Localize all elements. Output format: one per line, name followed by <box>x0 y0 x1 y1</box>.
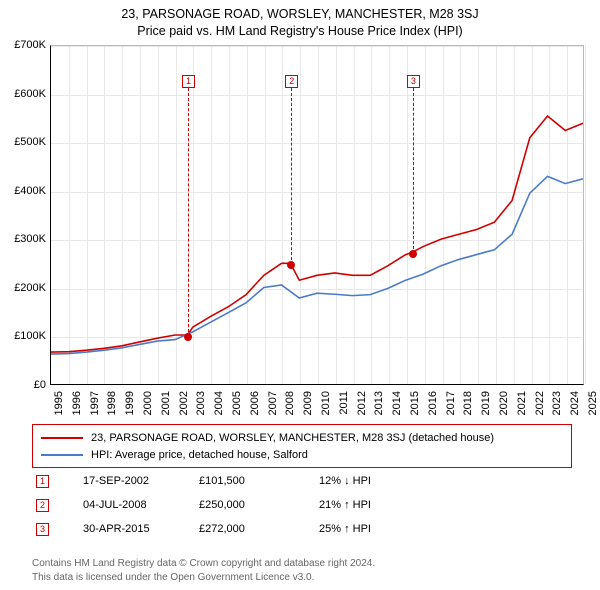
sales-row-delta: 21% ↑ HPI <box>319 499 439 511</box>
x-tick-label: 2022 <box>534 391 546 419</box>
legend-label-hpi: HPI: Average price, detached house, Salf… <box>91 447 308 464</box>
y-tick-label: £500K <box>0 136 46 148</box>
x-tick-label: 2004 <box>213 391 225 419</box>
x-tick-label: 2025 <box>587 391 599 419</box>
x-tick-label: 2007 <box>267 391 279 419</box>
x-tick-label: 1999 <box>124 391 136 419</box>
sale-marker-box: 3 <box>407 75 420 88</box>
sales-row-marker: 2 <box>36 499 49 512</box>
line-series-svg <box>51 46 583 384</box>
x-tick-label: 2010 <box>320 391 332 419</box>
x-tick-label: 2015 <box>409 391 421 419</box>
x-tick-label: 2012 <box>356 391 368 419</box>
gridline-v <box>585 46 586 384</box>
y-tick-label: £600K <box>0 88 46 100</box>
sales-row-date: 30-APR-2015 <box>49 523 199 535</box>
chart-container: 23, PARSONAGE ROAD, WORSLEY, MANCHESTER,… <box>0 0 600 590</box>
series-line-property <box>51 116 583 352</box>
title-line-1: 23, PARSONAGE ROAD, WORSLEY, MANCHESTER,… <box>0 6 600 23</box>
x-tick-label: 1997 <box>89 391 101 419</box>
footer-line-1: Contains HM Land Registry data © Crown c… <box>32 557 572 571</box>
sales-row: 204-JUL-2008£250,00021% ↑ HPI <box>32 493 572 517</box>
footer-line-2: This data is licensed under the Open Gov… <box>32 571 572 585</box>
x-tick-label: 2011 <box>338 391 350 419</box>
x-tick-label: 2023 <box>551 391 563 419</box>
y-tick-label: £700K <box>0 39 46 51</box>
x-tick-label: 2018 <box>462 391 474 419</box>
sales-table: 117-SEP-2002£101,50012% ↓ HPI204-JUL-200… <box>32 469 572 541</box>
x-tick-label: 1996 <box>71 391 83 419</box>
y-tick-label: £400K <box>0 185 46 197</box>
sale-marker-box: 2 <box>285 75 298 88</box>
legend-box: 23, PARSONAGE ROAD, WORSLEY, MANCHESTER,… <box>32 424 572 468</box>
sales-row-delta: 12% ↓ HPI <box>319 475 439 487</box>
legend-row-property: 23, PARSONAGE ROAD, WORSLEY, MANCHESTER,… <box>41 430 563 447</box>
x-tick-label: 2014 <box>391 391 403 419</box>
legend-label-property: 23, PARSONAGE ROAD, WORSLEY, MANCHESTER,… <box>91 430 494 447</box>
sale-marker-dot <box>409 250 417 258</box>
x-tick-label: 2009 <box>302 391 314 419</box>
sales-row-marker: 3 <box>36 523 49 536</box>
sales-row-price: £272,000 <box>199 523 319 535</box>
sales-row-date: 04-JUL-2008 <box>49 499 199 511</box>
sales-row-price: £250,000 <box>199 499 319 511</box>
sale-marker-dot <box>287 261 295 269</box>
sales-row: 330-APR-2015£272,00025% ↑ HPI <box>32 517 572 541</box>
x-tick-label: 2021 <box>516 391 528 419</box>
sale-marker-dot <box>184 333 192 341</box>
sales-row-price: £101,500 <box>199 475 319 487</box>
title-block: 23, PARSONAGE ROAD, WORSLEY, MANCHESTER,… <box>0 0 600 40</box>
series-line-hpi <box>51 176 583 354</box>
x-tick-label: 2000 <box>142 391 154 419</box>
x-tick-label: 2020 <box>498 391 510 419</box>
x-tick-label: 2001 <box>160 391 172 419</box>
x-tick-label: 2024 <box>569 391 581 419</box>
x-tick-label: 2016 <box>427 391 439 419</box>
y-tick-label: £200K <box>0 282 46 294</box>
x-tick-label: 2008 <box>284 391 296 419</box>
footer: Contains HM Land Registry data © Crown c… <box>32 557 572 584</box>
title-line-2: Price paid vs. HM Land Registry's House … <box>0 23 600 40</box>
legend-swatch-property <box>41 437 83 439</box>
sales-row-delta: 25% ↑ HPI <box>319 523 439 535</box>
x-tick-label: 2005 <box>231 391 243 419</box>
x-tick-label: 1998 <box>106 391 118 419</box>
x-tick-label: 2002 <box>178 391 190 419</box>
y-tick-label: £0 <box>0 379 46 391</box>
y-tick-label: £100K <box>0 330 46 342</box>
legend-row-hpi: HPI: Average price, detached house, Salf… <box>41 447 563 464</box>
y-tick-label: £300K <box>0 233 46 245</box>
x-tick-label: 2006 <box>249 391 261 419</box>
x-tick-label: 2003 <box>195 391 207 419</box>
sales-row-date: 17-SEP-2002 <box>49 475 199 487</box>
chart-plot-area: 1 2 3 <box>50 45 584 385</box>
x-tick-label: 2019 <box>480 391 492 419</box>
x-tick-label: 1995 <box>53 391 65 419</box>
x-tick-label: 2013 <box>373 391 385 419</box>
sales-row: 117-SEP-2002£101,50012% ↓ HPI <box>32 469 572 493</box>
sales-row-marker: 1 <box>36 475 49 488</box>
sale-marker-box: 1 <box>182 75 195 88</box>
legend-swatch-hpi <box>41 454 83 456</box>
x-tick-label: 2017 <box>445 391 457 419</box>
